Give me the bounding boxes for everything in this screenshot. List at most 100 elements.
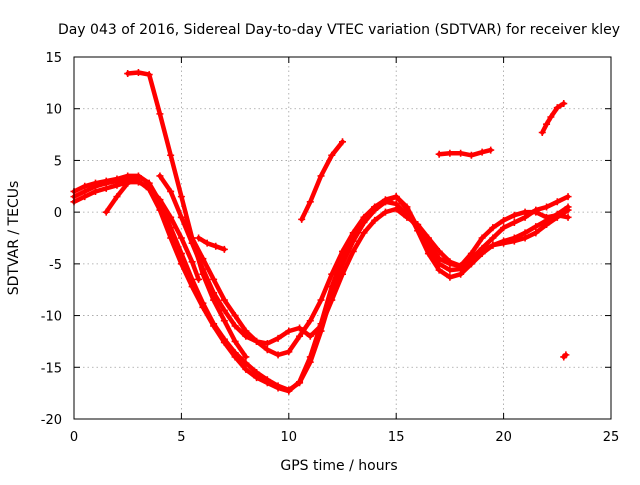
data-point bbox=[392, 200, 400, 208]
data-point bbox=[306, 332, 314, 340]
data-point bbox=[521, 229, 529, 237]
data-point bbox=[253, 374, 261, 382]
data-point bbox=[553, 104, 561, 112]
data-point bbox=[487, 146, 495, 154]
data-point bbox=[134, 69, 142, 77]
series-track-6 bbox=[177, 198, 572, 359]
data-point bbox=[203, 239, 211, 247]
data-point bbox=[242, 359, 250, 367]
data-point bbox=[156, 172, 164, 180]
data-point bbox=[435, 150, 443, 158]
x-tick-label: 10 bbox=[281, 430, 298, 445]
data-point bbox=[564, 203, 572, 211]
data-point bbox=[220, 245, 228, 253]
data-point bbox=[317, 172, 325, 180]
series-track-10 bbox=[435, 146, 495, 159]
y-tick-label: -15 bbox=[41, 361, 62, 376]
data-point bbox=[467, 151, 475, 159]
data-point bbox=[188, 258, 196, 266]
data-point bbox=[242, 327, 250, 335]
data-point bbox=[403, 205, 411, 213]
data-point bbox=[543, 203, 551, 211]
data-point bbox=[339, 270, 346, 278]
series-track-11 bbox=[538, 100, 568, 137]
data-point bbox=[306, 198, 314, 206]
data-point bbox=[349, 229, 357, 237]
data-point bbox=[242, 353, 250, 361]
data-point bbox=[231, 337, 239, 345]
series-line bbox=[103, 175, 141, 215]
data-point bbox=[253, 337, 261, 345]
data-point bbox=[510, 234, 518, 242]
data-point bbox=[274, 334, 282, 342]
data-point bbox=[435, 255, 443, 263]
data-point bbox=[446, 273, 454, 281]
data-point bbox=[392, 193, 400, 201]
data-point bbox=[195, 234, 203, 242]
data-point bbox=[446, 260, 454, 268]
data-point bbox=[532, 223, 540, 231]
data-point bbox=[510, 218, 518, 226]
data-point bbox=[467, 250, 475, 258]
series-line bbox=[196, 235, 227, 252]
data-point bbox=[156, 206, 164, 214]
data-point bbox=[543, 213, 551, 221]
data-point bbox=[564, 193, 572, 201]
series-track-7 bbox=[195, 234, 228, 253]
data-point bbox=[339, 138, 346, 146]
data-point bbox=[317, 296, 325, 304]
data-point bbox=[210, 322, 218, 330]
data-point bbox=[113, 193, 121, 201]
data-point bbox=[532, 208, 540, 216]
data-point bbox=[457, 149, 465, 157]
plot-frame bbox=[73, 56, 612, 420]
data-point bbox=[177, 193, 185, 201]
data-point bbox=[562, 351, 570, 359]
data-point bbox=[263, 339, 271, 347]
x-tick-label: 20 bbox=[495, 430, 512, 445]
data-point bbox=[457, 262, 465, 270]
x-tick-label: 15 bbox=[388, 430, 405, 445]
y-tick-label: -10 bbox=[41, 310, 62, 325]
data-point bbox=[231, 353, 239, 361]
data-point bbox=[199, 303, 207, 311]
data-point bbox=[134, 174, 142, 182]
data-point bbox=[220, 296, 228, 304]
data-point bbox=[102, 208, 110, 216]
data-point bbox=[124, 70, 132, 78]
data-point bbox=[274, 384, 282, 392]
data-point bbox=[500, 224, 508, 232]
y-tick-label: -5 bbox=[49, 258, 62, 273]
data-point bbox=[489, 234, 497, 242]
data-tracks bbox=[70, 69, 572, 395]
data-point bbox=[199, 265, 207, 273]
data-point bbox=[349, 247, 357, 255]
chart-title: Day 043 of 2016, Sidereal Day-to-day VTE… bbox=[58, 22, 620, 38]
data-point bbox=[145, 185, 153, 193]
data-point bbox=[306, 353, 314, 361]
data-point bbox=[560, 100, 568, 108]
data-point bbox=[478, 148, 486, 156]
data-point bbox=[538, 129, 546, 137]
series-track-8 bbox=[102, 174, 142, 216]
data-point bbox=[285, 387, 293, 395]
data-point bbox=[91, 182, 99, 190]
data-point bbox=[220, 338, 228, 346]
data-point bbox=[328, 283, 336, 291]
data-point bbox=[328, 296, 336, 304]
data-point bbox=[553, 198, 561, 206]
data-point bbox=[500, 237, 508, 245]
data-point bbox=[199, 255, 207, 263]
data-point bbox=[231, 322, 239, 330]
data-point bbox=[381, 198, 389, 206]
x-tick-label: 0 bbox=[70, 430, 78, 445]
data-point bbox=[102, 179, 110, 187]
data-point bbox=[328, 151, 336, 159]
data-point bbox=[296, 324, 304, 332]
data-point bbox=[446, 266, 454, 274]
data-point bbox=[298, 215, 306, 223]
data-point bbox=[156, 110, 164, 118]
data-point bbox=[414, 224, 422, 232]
data-point bbox=[371, 216, 379, 224]
